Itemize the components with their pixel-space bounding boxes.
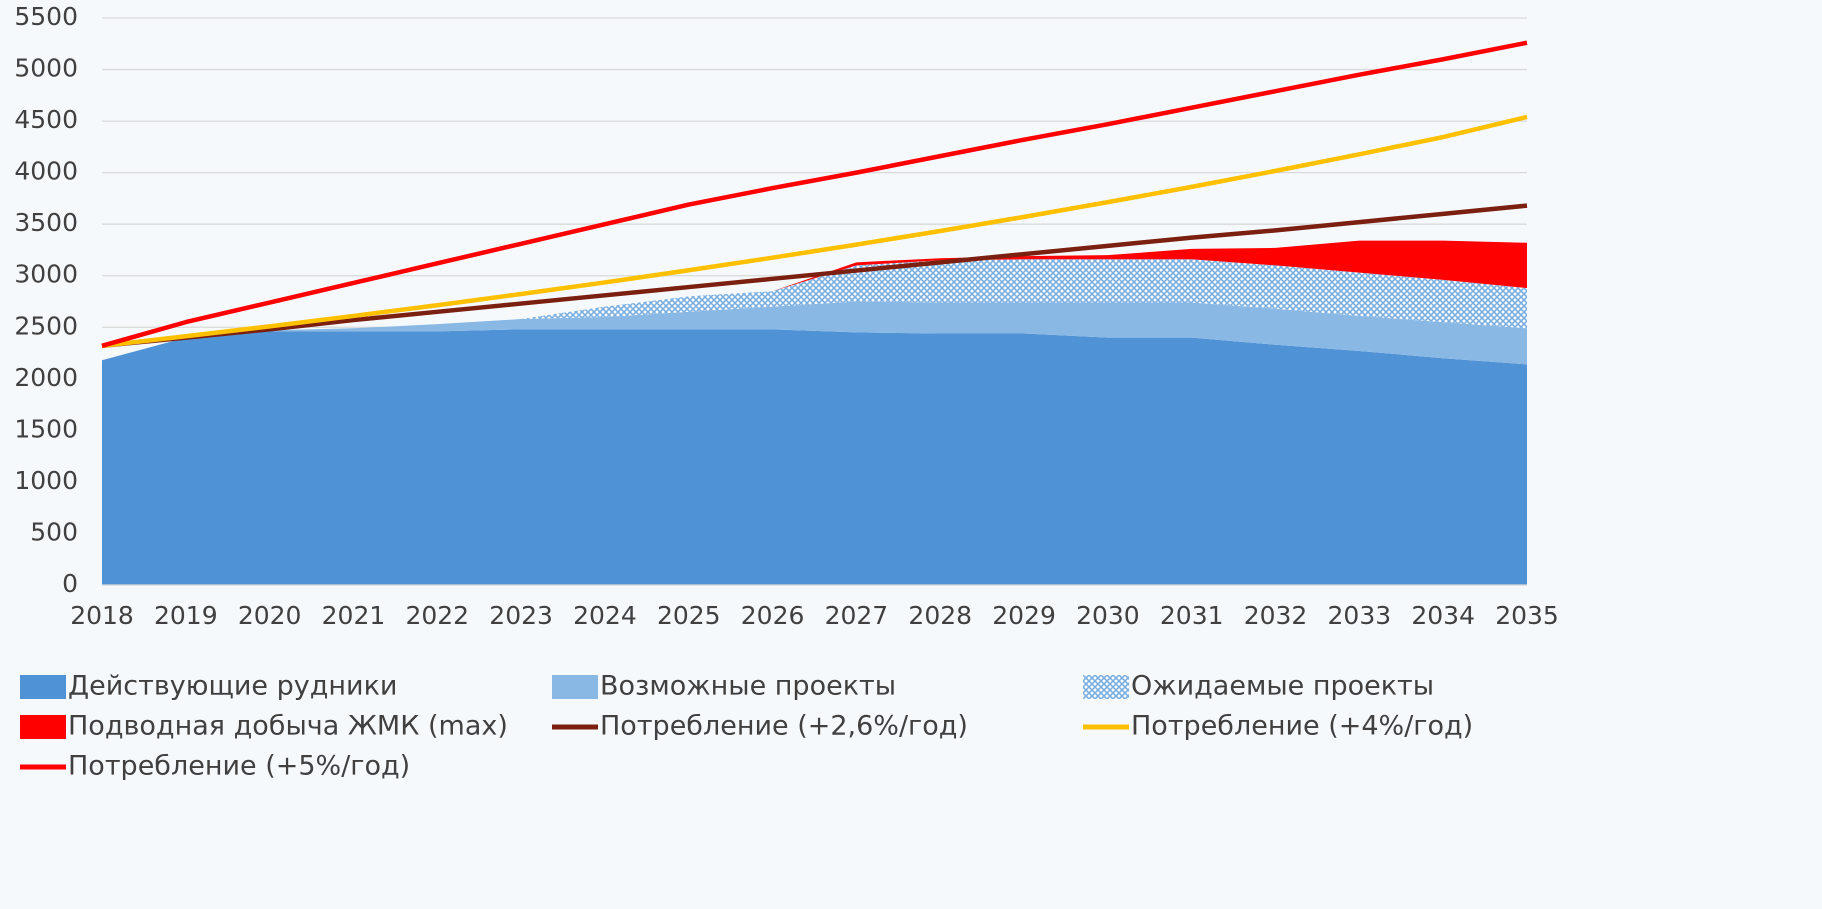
line xyxy=(101,203,1528,349)
x-tick-label: 2035 xyxy=(1495,601,1559,630)
area xyxy=(102,259,1527,361)
legend-label: Возможные проекты xyxy=(600,671,896,702)
legend-swatch xyxy=(20,675,66,699)
x-tick-label: 2019 xyxy=(154,601,218,630)
legend-label: Потребление (+5%/год) xyxy=(68,751,410,782)
line xyxy=(101,40,1528,348)
y-tick-label: 1000 xyxy=(14,466,78,495)
area xyxy=(102,329,1527,585)
x-tick-label: 2031 xyxy=(1160,601,1224,630)
legend-swatch xyxy=(20,715,66,739)
x-tick-label: 2022 xyxy=(405,601,469,630)
x-tick-label: 2027 xyxy=(825,601,889,630)
y-tick-label: 4500 xyxy=(14,105,78,134)
x-tick-label: 2025 xyxy=(657,601,721,630)
x-tick-label: 2023 xyxy=(489,601,553,630)
area xyxy=(102,301,1527,365)
legend-label: Потребление (+2,6%/год) xyxy=(600,711,968,742)
x-tick-label: 2030 xyxy=(1076,601,1140,630)
y-tick-label: 3500 xyxy=(14,208,78,237)
y-tick-label: 0 xyxy=(62,569,78,598)
legend-label: Ожидаемые проекты xyxy=(1131,671,1434,702)
y-tick-label: 500 xyxy=(30,517,78,546)
x-tick-label: 2020 xyxy=(238,601,302,630)
x-tick-label: 2032 xyxy=(1244,601,1308,630)
x-tick-label: 2034 xyxy=(1411,601,1475,630)
x-tick-label: 2021 xyxy=(322,601,386,630)
y-tick-label: 4000 xyxy=(14,157,78,186)
y-tick-label: 2500 xyxy=(14,311,78,340)
line xyxy=(101,114,1528,349)
x-tick-label: 2026 xyxy=(741,601,805,630)
y-tick-label: 5500 xyxy=(14,2,78,31)
x-tick-label: 2029 xyxy=(992,601,1056,630)
x-tick-label: 2024 xyxy=(573,601,637,630)
legend-label: Подводная добыча ЖМК (max) xyxy=(68,711,508,742)
x-tick-label: 2028 xyxy=(908,601,972,630)
legend-label: Потребление (+4%/год) xyxy=(1131,711,1473,742)
legend-label: Действующие рудники xyxy=(68,671,397,702)
x-tick-label: 2018 xyxy=(70,601,134,630)
y-tick-label: 1500 xyxy=(14,414,78,443)
x-tick-label: 2033 xyxy=(1328,601,1392,630)
y-tick-label: 3000 xyxy=(14,260,78,289)
area xyxy=(102,240,1527,361)
y-tick-label: 2000 xyxy=(14,363,78,392)
y-tick-label: 5000 xyxy=(14,54,78,83)
legend-swatch xyxy=(552,675,598,699)
legend-swatch xyxy=(1083,675,1129,699)
